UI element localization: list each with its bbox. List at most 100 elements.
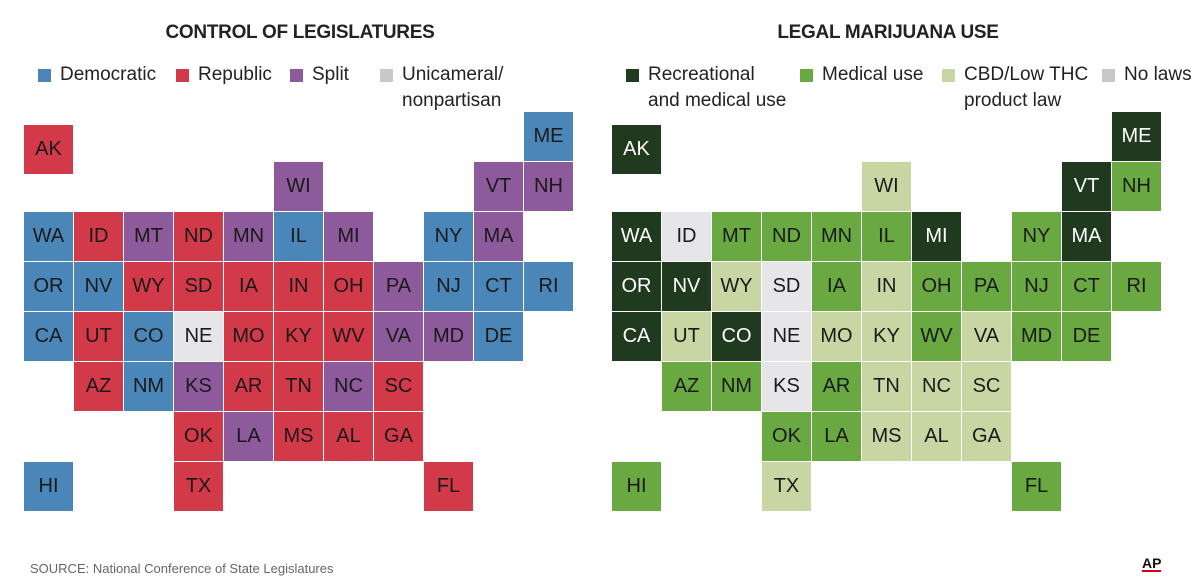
state-tile-wi: WI <box>274 162 323 211</box>
ap-logo: AP <box>1142 555 1162 572</box>
state-tile-mn: MN <box>224 212 273 261</box>
state-tile-la: LA <box>224 412 273 461</box>
state-tile-or: OR <box>24 262 73 311</box>
state-tile-in: IN <box>862 262 911 311</box>
state-tile-ms: MS <box>274 412 323 461</box>
state-tile-nh: NH <box>524 162 573 211</box>
legend-swatch <box>1102 69 1115 82</box>
state-tile-nv: NV <box>662 262 711 311</box>
state-tile-id: ID <box>74 212 123 261</box>
state-tile-al: AL <box>324 412 373 461</box>
state-tile-tn: TN <box>862 362 911 411</box>
state-tile-ak: AK <box>24 125 73 174</box>
state-tile-va: VA <box>374 312 423 361</box>
state-tile-co: CO <box>712 312 761 361</box>
state-tile-ar: AR <box>812 362 861 411</box>
legend-label: Split <box>312 64 349 85</box>
state-tile-ms: MS <box>862 412 911 461</box>
state-tile-tx: TX <box>762 462 811 511</box>
legend-swatch <box>290 69 303 82</box>
state-tile-sd: SD <box>174 262 223 311</box>
legend-swatch <box>176 69 189 82</box>
state-tile-nd: ND <box>762 212 811 261</box>
left-map-title: CONTROL OF LEGISLATURES <box>165 22 435 43</box>
state-tile-oh: OH <box>324 262 373 311</box>
state-tile-ky: KY <box>274 312 323 361</box>
state-tile-ca: CA <box>612 312 661 361</box>
state-tile-de: DE <box>474 312 523 361</box>
state-tile-il: IL <box>862 212 911 261</box>
legend-swatch <box>38 69 51 82</box>
state-tile-ri: RI <box>1112 262 1161 311</box>
state-tile-ny: NY <box>1012 212 1061 261</box>
legend-label: No laws <box>1124 64 1192 85</box>
state-tile-ak: AK <box>612 125 661 174</box>
state-tile-tn: TN <box>274 362 323 411</box>
state-tile-nj: NJ <box>424 262 473 311</box>
legend-label: CBD/Low THC product law <box>964 64 1089 111</box>
state-tile-pa: PA <box>962 262 1011 311</box>
state-tile-nh: NH <box>1112 162 1161 211</box>
state-tile-va: VA <box>962 312 1011 361</box>
state-tile-ky: KY <box>862 312 911 361</box>
right-map-title: LEGAL MARIJUANA USE <box>777 22 999 43</box>
state-tile-ne: NE <box>174 312 223 361</box>
state-tile-md: MD <box>424 312 473 361</box>
state-tile-sd: SD <box>762 262 811 311</box>
state-tile-sc: SC <box>962 362 1011 411</box>
state-tile-nv: NV <box>74 262 123 311</box>
state-tile-wa: WA <box>24 212 73 261</box>
state-tile-fl: FL <box>424 462 473 511</box>
state-tile-ga: GA <box>374 412 423 461</box>
state-tile-ct: CT <box>474 262 523 311</box>
legend-swatch <box>942 69 955 82</box>
legend-label: Medical use <box>822 64 924 85</box>
state-tile-ga: GA <box>962 412 1011 461</box>
state-tile-ny: NY <box>424 212 473 261</box>
state-tile-nd: ND <box>174 212 223 261</box>
state-tile-hi: HI <box>612 462 661 511</box>
state-tile-id: ID <box>662 212 711 261</box>
state-tile-ri: RI <box>524 262 573 311</box>
state-tile-ks: KS <box>174 362 223 411</box>
state-tile-de: DE <box>1062 312 1111 361</box>
legend-label: Recreational and medical use <box>648 64 787 111</box>
state-tile-nm: NM <box>124 362 173 411</box>
state-tile-az: AZ <box>74 362 123 411</box>
state-tile-nm: NM <box>712 362 761 411</box>
legend-swatch <box>800 69 813 82</box>
state-tile-wv: WV <box>912 312 961 361</box>
state-tile-ct: CT <box>1062 262 1111 311</box>
state-tile-mn: MN <box>812 212 861 261</box>
source-note: SOURCE: National Conference of State Leg… <box>30 561 334 576</box>
state-tile-nj: NJ <box>1012 262 1061 311</box>
state-tile-mi: MI <box>912 212 961 261</box>
state-tile-md: MD <box>1012 312 1061 361</box>
state-tile-me: ME <box>524 112 573 161</box>
state-tile-la: LA <box>812 412 861 461</box>
legend-label: Republic <box>198 64 272 85</box>
state-tile-ia: IA <box>224 262 273 311</box>
state-tile-ok: OK <box>762 412 811 461</box>
state-tile-ut: UT <box>74 312 123 361</box>
state-tile-mt: MT <box>124 212 173 261</box>
state-tile-in: IN <box>274 262 323 311</box>
state-tile-ok: OK <box>174 412 223 461</box>
state-tile-mo: MO <box>224 312 273 361</box>
state-tile-nc: NC <box>324 362 373 411</box>
state-tile-vt: VT <box>1062 162 1111 211</box>
state-tile-hi: HI <box>24 462 73 511</box>
state-tile-ma: MA <box>1062 212 1111 261</box>
state-tile-wy: WY <box>124 262 173 311</box>
state-tile-pa: PA <box>374 262 423 311</box>
state-tile-co: CO <box>124 312 173 361</box>
state-tile-ar: AR <box>224 362 273 411</box>
state-tile-mo: MO <box>812 312 861 361</box>
state-tile-al: AL <box>912 412 961 461</box>
legend-label: Unicameral/nonpartisan <box>402 64 504 111</box>
state-tile-ca: CA <box>24 312 73 361</box>
state-tile-mi: MI <box>324 212 373 261</box>
state-tile-ne: NE <box>762 312 811 361</box>
state-tile-vt: VT <box>474 162 523 211</box>
state-tile-il: IL <box>274 212 323 261</box>
